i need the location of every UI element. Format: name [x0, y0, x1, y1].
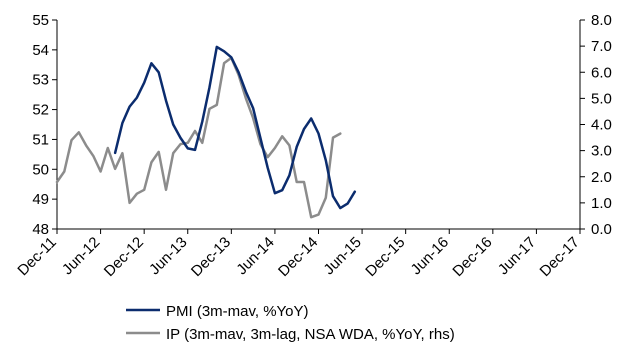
y-right-tick-label: 2.0	[591, 169, 612, 186]
x-tick-label: Jun-17	[495, 234, 539, 278]
y-right-tick-label: 3.0	[591, 143, 612, 160]
legend-label-ip: IP (3m-mav, 3m-lag, NSA WDA, %YoY, rhs)	[166, 326, 455, 343]
y-left-tick-label: 51	[32, 131, 49, 148]
x-tick-label: Dec-17	[537, 234, 583, 280]
legend-label-pmi: PMI (3m-mav, %YoY)	[166, 303, 309, 320]
tick-labels: 48 49 50 51 52 53 54 55 0.0 1.0 2.0 3.0 4.0 5.0 6.0 7.0…	[14, 12, 611, 280]
y-right-tick-label: 0.0	[591, 221, 612, 238]
y-right-tick-label: 5.0	[591, 90, 612, 107]
x-tick-label: Dec-12	[101, 234, 147, 280]
legend: PMI (3m-mav, %YoY) IP (3m-mav, 3m-lag, N…	[126, 303, 455, 343]
x-tick-label: Dec-16	[449, 234, 495, 280]
x-tick-label: Dec-14	[275, 234, 321, 280]
pmi-series-line	[113, 45, 357, 210]
y-left-tick-label: 53	[32, 72, 49, 89]
x-tick-label: Dec-13	[188, 234, 234, 280]
x-tick-label: Jun-15	[320, 234, 364, 278]
y-right-tick-label: 6.0	[591, 64, 612, 81]
x-tick-label: Jun-16	[408, 234, 452, 278]
x-tick-label: Dec-15	[362, 234, 408, 280]
y-left-tick-label: 49	[32, 191, 49, 208]
y-right-tick-label: 4.0	[591, 117, 612, 134]
y-left-tick-label: 55	[32, 12, 49, 29]
series-lines	[55, 45, 357, 219]
y-left-tick-label: 54	[32, 42, 49, 59]
y-right-tick-label: 7.0	[591, 38, 612, 55]
y-left-tick-label: 48	[32, 221, 49, 238]
x-tick-label: Jun-14	[233, 234, 277, 278]
y-left-tick-label: 52	[32, 102, 49, 119]
y-left-tick-label: 50	[32, 161, 49, 178]
y-right-tick-label: 1.0	[591, 195, 612, 212]
x-tick-label: Jun-13	[146, 234, 190, 278]
y-right-tick-label: 8.0	[591, 12, 612, 29]
axes	[52, 19, 585, 234]
x-tick-label: Dec-11	[14, 234, 59, 279]
x-tick-label: Jun-12	[59, 234, 103, 278]
